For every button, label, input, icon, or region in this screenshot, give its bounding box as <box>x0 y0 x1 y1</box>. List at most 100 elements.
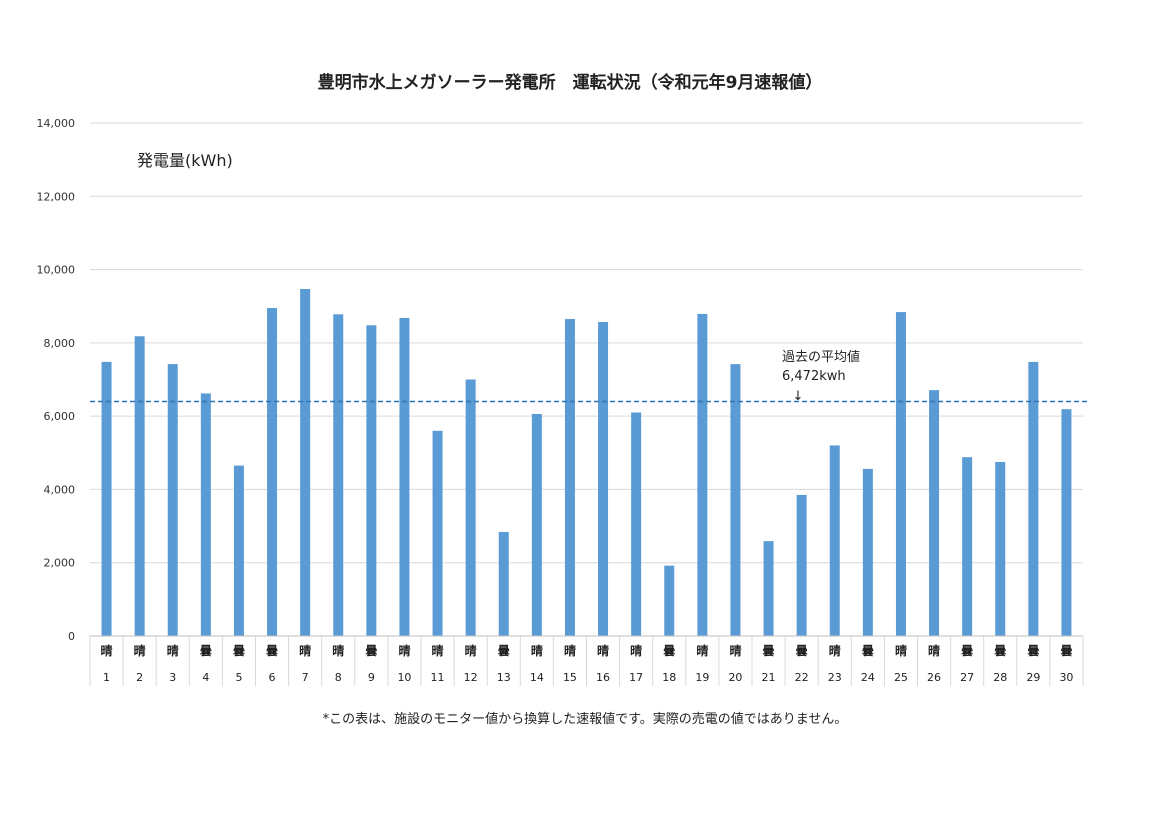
x-tick-label: 7 <box>302 671 309 684</box>
bar <box>862 468 873 636</box>
weather-label: 晴 <box>531 643 543 658</box>
reference-line-value: 6,472kwh <box>782 369 846 384</box>
bar <box>465 379 476 636</box>
weather-label: 晴 <box>432 643 444 658</box>
x-tick-label: 3 <box>169 671 176 684</box>
weather-label: 晴 <box>630 643 642 658</box>
footnote: *この表は、施設のモニター値から換算した速報値です。実際の売電の値ではありません… <box>323 711 848 727</box>
weather-label: 曇 <box>796 644 808 658</box>
weather-label: 曇 <box>498 644 510 658</box>
weather-label: 晴 <box>299 643 311 658</box>
bar <box>995 461 1006 636</box>
bar <box>763 541 774 636</box>
y-tick-label: 6,000 <box>44 410 76 423</box>
bar <box>829 445 840 636</box>
reference-line-arrow: ↓ <box>793 389 804 404</box>
weather-label: 晴 <box>829 643 841 658</box>
bar <box>730 364 741 636</box>
y-tick-label: 14,000 <box>37 117 76 130</box>
weather-label: 曇 <box>862 644 874 658</box>
x-tick-label: 16 <box>596 671 610 684</box>
weather-label: 曇 <box>763 644 775 658</box>
x-tick-label: 29 <box>1026 671 1040 684</box>
x-tick-label: 8 <box>335 671 342 684</box>
y-tick-label: 8,000 <box>44 337 76 350</box>
bar <box>134 336 145 636</box>
bar <box>697 313 708 636</box>
x-tick-label: 10 <box>397 671 411 684</box>
x-tick-label: 30 <box>1059 671 1073 684</box>
x-tick-label: 26 <box>927 671 941 684</box>
y-axis-ticks: 0 2,000 4,000 6,000 8,000 10,000 12,000 14,000 <box>37 117 76 643</box>
bar <box>564 319 575 636</box>
y-tick-label: 0 <box>68 630 75 643</box>
x-tick-label: 11 <box>431 671 445 684</box>
bar <box>631 412 642 636</box>
bar <box>267 308 278 636</box>
y-axis-label: 発電量(kWh) <box>137 151 233 170</box>
x-tick-label: 17 <box>629 671 643 684</box>
x-tick-label: 6 <box>269 671 276 684</box>
weather-label: 晴 <box>696 643 708 658</box>
bar <box>598 321 609 636</box>
weather-label: 曇 <box>365 644 377 658</box>
bars <box>101 288 1072 636</box>
bar <box>200 393 211 636</box>
bar <box>1061 409 1072 636</box>
x-tick-label: 5 <box>235 671 242 684</box>
grid-lines <box>90 122 1083 564</box>
weather-label: 晴 <box>167 643 179 658</box>
weather-label: 晴 <box>332 643 344 658</box>
bar <box>895 312 906 636</box>
x-tick-label: 24 <box>861 671 875 684</box>
weather-label: 晴 <box>597 643 609 658</box>
weather-label: 曇 <box>994 644 1006 658</box>
x-tick-label: 14 <box>530 671 544 684</box>
bar <box>366 325 377 636</box>
y-tick-label: 12,000 <box>37 190 76 203</box>
bar <box>399 317 410 636</box>
weather-day-table: 晴 1 晴 2 晴 3 曇 4 曇 5 曇 6 晴 7 晴 8 曇 9 晴 10 晴 11 晴 12 曇 13 晴 14 晴 15 晴 16 晴… <box>89 635 1084 686</box>
x-tick-label: 23 <box>828 671 842 684</box>
x-tick-label: 2 <box>136 671 143 684</box>
bar <box>664 565 675 636</box>
weather-label: 晴 <box>895 643 907 658</box>
x-tick-label: 27 <box>960 671 974 684</box>
x-tick-label: 20 <box>728 671 742 684</box>
x-tick-label: 28 <box>993 671 1007 684</box>
x-tick-label: 25 <box>894 671 908 684</box>
bar <box>432 430 443 636</box>
y-tick-label: 2,000 <box>44 557 76 570</box>
x-tick-label: 12 <box>464 671 478 684</box>
weather-label: 晴 <box>134 643 146 658</box>
weather-label: 晴 <box>465 643 477 658</box>
x-tick-label: 22 <box>795 671 809 684</box>
weather-label: 曇 <box>1060 644 1072 658</box>
bar <box>101 361 112 636</box>
weather-label: 曇 <box>663 644 675 658</box>
x-tick-label: 15 <box>563 671 577 684</box>
weather-label: 曇 <box>266 644 278 658</box>
bar <box>796 494 807 636</box>
reference-line-label: 過去の平均値 <box>782 349 860 365</box>
bar <box>962 457 973 636</box>
bar <box>929 390 940 636</box>
weather-label: 晴 <box>729 643 741 658</box>
weather-label: 晴 <box>398 643 410 658</box>
bar <box>300 288 311 636</box>
weather-label: 曇 <box>961 644 973 658</box>
bar <box>333 314 344 636</box>
x-tick-label: 19 <box>695 671 709 684</box>
bar <box>498 531 509 636</box>
weather-label: 晴 <box>564 643 576 658</box>
weather-label: 曇 <box>200 644 212 658</box>
reference-line-group: 過去の平均値 6,472kwh ↓ <box>90 349 1090 404</box>
chart-title: 豊明市水上メガソーラー発電所 運転状況（令和元年9月速報値） <box>318 72 823 93</box>
bar <box>233 465 244 636</box>
bar <box>531 413 542 636</box>
x-tick-label: 21 <box>762 671 776 684</box>
weather-label: 晴 <box>101 643 113 658</box>
weather-label: 晴 <box>928 643 940 658</box>
x-tick-label: 18 <box>662 671 676 684</box>
